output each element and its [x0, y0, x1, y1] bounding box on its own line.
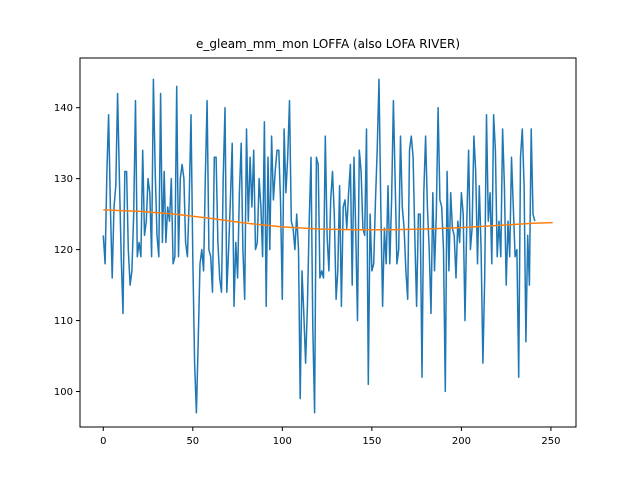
x-tick-label: 50 — [186, 436, 199, 447]
y-tick-label: 140 — [54, 103, 73, 114]
plot-frame — [79, 57, 577, 428]
x-tick-label: 200 — [452, 436, 471, 447]
y-tick-label: 130 — [54, 174, 73, 185]
x-tick-label: 250 — [541, 436, 560, 447]
y-tick-label: 110 — [54, 316, 73, 327]
y-tick-label: 120 — [54, 245, 73, 256]
y-tick-label: 100 — [54, 387, 73, 398]
x-axis: 0 50 100 150 200 250 — [100, 427, 560, 447]
x-tick-label: 150 — [362, 436, 381, 447]
y-axis: 100 110 120 130 140 — [54, 103, 80, 398]
chart-title: e_gleam_mm_mon LOFFA (also LOFA RIVER) — [196, 37, 460, 51]
series-line-1 — [102, 78, 536, 414]
x-tick-label: 0 — [100, 436, 106, 447]
series-line-2 — [103, 209, 553, 231]
x-tick-label: 100 — [273, 436, 292, 447]
plot-area — [102, 78, 553, 414]
